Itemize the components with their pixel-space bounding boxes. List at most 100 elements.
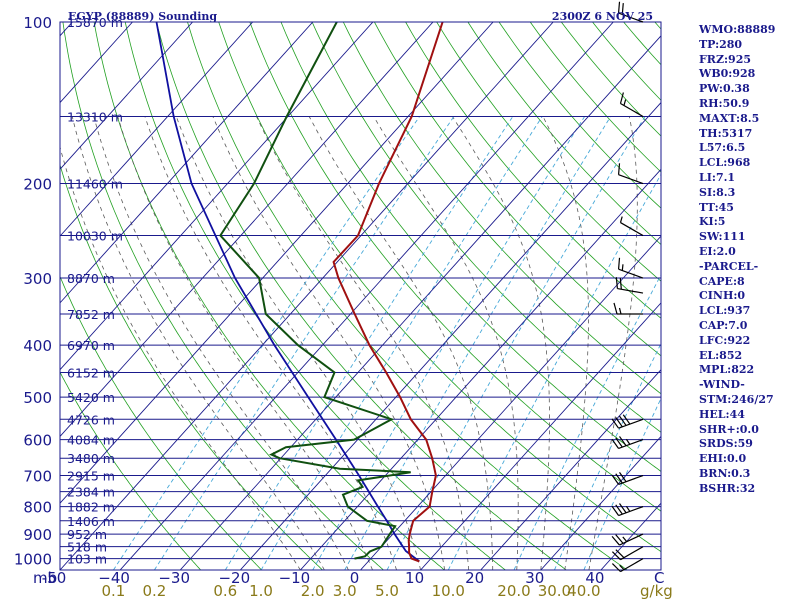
wind-barb-feather — [619, 472, 627, 483]
temperature-tick-label: 30 — [525, 569, 544, 587]
height-label: 13310 m — [67, 109, 123, 124]
index-item: WMO:88889 — [699, 23, 776, 36]
index-item: SHR+:0.0 — [699, 422, 759, 436]
dry-adiabat — [124, 22, 506, 570]
temperature-tick-label: −20 — [218, 569, 250, 587]
stability-indices: WMO:88889 TP:280 FRZ:925 WB0:928 PW:0.38 RH:5… — [699, 23, 775, 497]
mixing-ratio-unit: g/kg — [640, 582, 673, 600]
mixing-ratio-label: 30.0 — [538, 582, 571, 600]
index-item: L57:6.5 — [699, 141, 746, 155]
index-item: SRDS:59 — [699, 437, 753, 451]
wind-barb-feather — [619, 415, 627, 426]
pressure-label: 300 — [23, 270, 52, 288]
wind-barb-half-feather — [618, 307, 622, 315]
mixing-ratio-label: 20.0 — [497, 582, 530, 600]
wind-barb-shaft — [620, 102, 644, 118]
wind-barb-feather — [613, 302, 618, 315]
temperature-unit-label: C — [654, 569, 664, 587]
moist-adiabat — [93, 116, 349, 570]
wind-barb-half-feather — [625, 505, 631, 512]
wind-barb-feather — [617, 163, 621, 175]
wind-barb-feather — [611, 474, 620, 485]
isotherm — [60, 22, 314, 304]
wind-barb-shaft — [620, 558, 644, 573]
isotherm — [60, 22, 434, 438]
dry-adiabat — [218, 22, 661, 553]
temperature-tick-label: 0 — [350, 569, 360, 587]
isotherm — [300, 168, 661, 570]
mixing-ratio-label: 2.0 — [301, 582, 325, 600]
mixing-ratio-label: 5.0 — [375, 582, 399, 600]
moist-adiabat — [117, 116, 373, 570]
parcel-trace — [155, 22, 420, 563]
wind-barb-feather — [611, 418, 620, 429]
height-label: 4726 m — [67, 412, 115, 427]
temperature-tick-label: −10 — [279, 569, 311, 587]
moist-adiabat — [144, 116, 397, 570]
dry-adiabat — [60, 275, 262, 570]
profiles — [155, 22, 444, 563]
temperature-tick-label: 40 — [585, 569, 604, 587]
index-item: CAP:7.0 — [699, 318, 748, 332]
isotherm — [480, 368, 661, 570]
index-item: LCL:968 — [699, 156, 751, 170]
dry-adiabat — [93, 22, 445, 570]
height-label: 15870 m — [67, 15, 123, 30]
dry-adiabat — [156, 22, 567, 570]
wind-barb-half-feather — [622, 536, 628, 543]
moist-adiabat — [588, 116, 638, 570]
wind-barb — [613, 302, 643, 315]
wind-barb — [611, 546, 644, 561]
station-title: EGYP (88889) Sounding — [68, 10, 217, 23]
moist-adiabat — [212, 116, 445, 570]
temperature-tick-label: 10 — [405, 569, 424, 587]
mixing-ratio-label: 1.0 — [249, 582, 273, 600]
pressure-label: 500 — [23, 389, 52, 407]
height-label: 10030 m — [67, 229, 123, 244]
height-label: 8870 m — [67, 271, 115, 286]
mixing-ratio-label: 10.0 — [432, 582, 465, 600]
dry-adiabat — [342, 22, 661, 395]
wind-barb — [617, 1, 644, 23]
axes-labels: 15870 m 13310 m 11460 m 10030 m 8870 m 7852 m… — [14, 14, 673, 600]
index-item: MPL:822 — [699, 363, 755, 377]
wind-barb-shaft — [618, 418, 644, 429]
temperature-tick-label: −40 — [98, 569, 130, 587]
moist-adiabat — [256, 116, 470, 570]
wind-barb — [617, 257, 644, 279]
height-label: 11460 m — [67, 177, 123, 192]
moist-adiabat — [308, 116, 494, 570]
index-item: CINH:0 — [699, 289, 746, 303]
index-item: RH:50.9 — [699, 96, 750, 110]
index-item: BSHR:32 — [699, 481, 756, 495]
wind-barb — [611, 558, 644, 573]
height-label: 103 m — [67, 552, 107, 567]
index-item: CAPE:8 — [699, 274, 745, 288]
sounding-time: 2300Z 6 NOV 25 — [552, 10, 653, 23]
mixing-ratio-label: 0.6 — [213, 582, 237, 600]
dry-adiabat — [62, 22, 384, 570]
wind-barb-feather — [615, 473, 623, 484]
index-item: EL:852 — [699, 348, 743, 362]
wind-barb-feather — [611, 551, 621, 561]
dry-adiabat — [436, 22, 661, 282]
height-label: 6970 m — [67, 338, 115, 353]
index-item: KI:5 — [699, 215, 726, 229]
isotherm — [420, 302, 661, 570]
height-label: 2384 m — [67, 485, 115, 500]
wind-barb-feather — [619, 503, 627, 514]
isotherm — [60, 22, 193, 171]
isotherm — [60, 22, 554, 570]
wind-barb-half-feather — [623, 99, 627, 106]
wind-barb-feather — [615, 504, 623, 515]
index-item: LFC:922 — [699, 333, 751, 347]
isotherm — [60, 22, 254, 237]
wind-barb-half-feather — [619, 216, 623, 223]
mixing-ratio-label: 3.0 — [333, 582, 357, 600]
index-item: WB0:928 — [699, 67, 756, 81]
isotherm — [179, 35, 661, 570]
height-label: 1882 m — [67, 500, 115, 515]
wind-barb — [611, 472, 644, 485]
index-item: EHI:0.0 — [699, 452, 747, 466]
index-item: SW:111 — [699, 230, 746, 244]
